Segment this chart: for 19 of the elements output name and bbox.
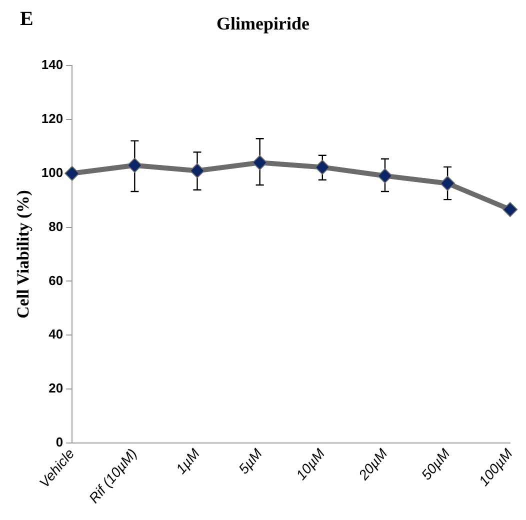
point bbox=[440, 176, 456, 191]
y-axis-title: Cell Viability (%) bbox=[14, 190, 33, 318]
y-tick-label: 60 bbox=[48, 272, 64, 288]
chart-title: Glimepiride bbox=[216, 13, 310, 34]
point bbox=[314, 160, 330, 175]
point bbox=[190, 163, 205, 178]
point bbox=[252, 155, 268, 170]
point bbox=[127, 158, 142, 173]
y-tick-label: 40 bbox=[48, 326, 64, 342]
y-tick-label: 80 bbox=[48, 218, 64, 234]
y-tick-label: 120 bbox=[41, 111, 64, 126]
y-tick-label: 140 bbox=[41, 57, 64, 72]
point bbox=[377, 168, 392, 184]
text: E bbox=[20, 8, 34, 30]
y-tick-label: 20 bbox=[48, 380, 64, 396]
point bbox=[502, 202, 518, 218]
y-tick-label: 100 bbox=[41, 164, 64, 180]
point bbox=[64, 166, 80, 181]
y-tick-label: 0 bbox=[56, 434, 64, 450]
